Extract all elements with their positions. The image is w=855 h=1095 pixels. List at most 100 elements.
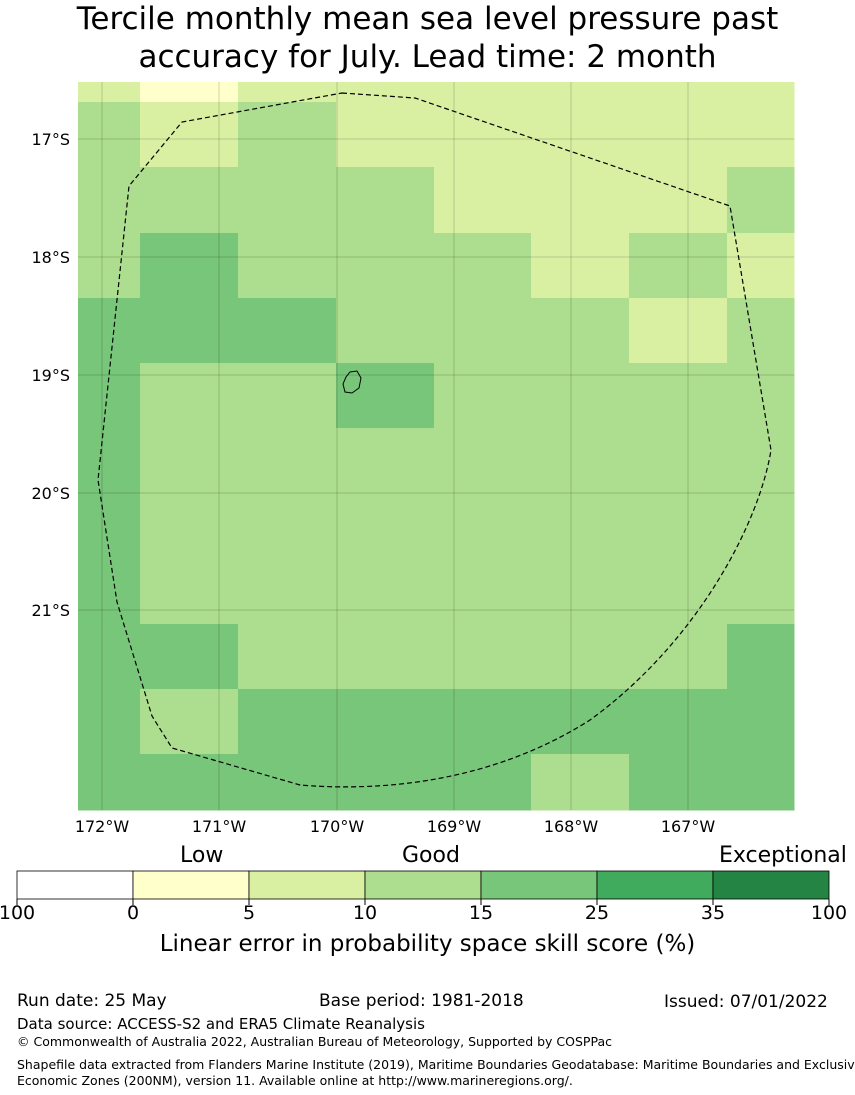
grid-cell <box>336 428 435 494</box>
colorbar-tick: 15 <box>468 902 494 924</box>
grid-cell <box>434 167 532 234</box>
colorbar-tick: 5 <box>242 902 256 924</box>
grid-cell <box>629 624 728 690</box>
grid-cell <box>238 82 337 103</box>
grid-cell <box>336 689 435 755</box>
grid-cell <box>78 493 141 559</box>
grid-cell <box>78 624 141 690</box>
grid-cell <box>531 493 630 559</box>
grid-cell <box>629 82 728 103</box>
grid-cell <box>238 624 337 690</box>
longitude-label: 169°W <box>427 817 482 836</box>
grid-cell <box>629 363 728 429</box>
grid-cell <box>238 233 337 299</box>
longitude-label: 170°W <box>310 817 365 836</box>
grid-cell <box>531 167 630 234</box>
grid-cell <box>336 558 435 625</box>
grid-cell <box>629 298 728 364</box>
grid-cell <box>629 558 728 625</box>
longitude-label: 168°W <box>544 817 599 836</box>
copyright: © Commonwealth of Australia 2022, Austra… <box>17 1034 612 1049</box>
grid-cell <box>238 298 337 364</box>
grid-cell <box>140 82 239 103</box>
grid-cell <box>629 754 728 811</box>
grid-cell <box>78 754 141 811</box>
title-line-2: accuracy for July. Lead time: 2 month <box>138 39 717 75</box>
grid-cell <box>727 689 795 755</box>
grid-cell <box>336 493 435 559</box>
grid-cell <box>434 624 532 690</box>
grid-cell <box>336 298 435 364</box>
colorbar-label-exceptional: Exceptional <box>719 843 847 868</box>
colorbar <box>16 870 830 905</box>
colorbar-tick: 100 <box>0 902 36 924</box>
grid-cell <box>336 102 435 168</box>
map-title: Tercile monthly mean sea level pressure … <box>0 0 855 76</box>
grid-cell <box>727 102 795 168</box>
grid-cell <box>531 754 630 811</box>
grid-cell <box>140 167 239 234</box>
run-date: Run date: 25 May <box>17 991 167 1011</box>
grid-cell <box>78 82 141 103</box>
colorbar-segment <box>132 870 250 900</box>
grid-cell <box>336 233 435 299</box>
grid-cell <box>531 102 630 168</box>
grid-cell <box>629 167 728 234</box>
colorbar-segment <box>248 870 366 900</box>
colorbar-segment <box>712 870 830 900</box>
skill-grid <box>78 82 795 811</box>
latitude-label: 17°S <box>31 130 70 149</box>
grid-cell <box>78 233 141 299</box>
grid-cell <box>140 298 239 364</box>
grid-cell <box>336 167 435 234</box>
grid-cell <box>727 298 795 364</box>
grid-cell <box>238 558 337 625</box>
grid-cell <box>727 624 795 690</box>
grid-cell <box>78 558 141 625</box>
grid-cell <box>140 624 239 690</box>
longitude-label: 167°W <box>661 817 716 836</box>
colorbar-label-low: Low <box>180 843 224 868</box>
longitude-label: 171°W <box>192 817 247 836</box>
grid-cell <box>727 233 795 299</box>
grid-cell <box>336 754 435 811</box>
title-line-1: Tercile monthly mean sea level pressure … <box>76 1 779 37</box>
shapefile-credit-line-1: Shapefile data extracted from Flanders M… <box>17 1057 855 1072</box>
grid-cell <box>434 363 532 429</box>
grid-cell <box>78 102 141 168</box>
grid-cell <box>434 298 532 364</box>
island-outline <box>342 370 362 394</box>
colorbar-segment <box>16 870 134 900</box>
grid-cell <box>727 428 795 494</box>
grid-cell <box>238 493 337 559</box>
grid-cell <box>238 363 337 429</box>
colorbar-segment <box>364 870 482 900</box>
grid-cell <box>140 689 239 755</box>
grid-cell <box>336 82 435 103</box>
grid-cell <box>727 82 795 103</box>
issued-date: Issued: 07/01/2022 <box>664 992 828 1012</box>
grid-cell <box>727 558 795 625</box>
colorbar-tick: 10 <box>352 902 378 924</box>
grid-cell <box>629 689 728 755</box>
latitude-labels: 17°S 18°S 19°S 20°S 21°S <box>31 130 70 620</box>
grid-cell <box>531 233 630 299</box>
grid-cell <box>336 624 435 690</box>
grid-cell <box>238 689 337 755</box>
eez-boundary-line <box>97 92 772 788</box>
grid-cell <box>629 428 728 494</box>
grid-cell <box>336 363 435 429</box>
colorbar-tick: 0 <box>126 902 140 924</box>
latitude-label: 20°S <box>31 484 70 503</box>
grid-cell <box>727 167 795 234</box>
grid-cell <box>78 167 141 234</box>
grid-cell <box>434 754 532 811</box>
colorbar-segment <box>480 870 598 900</box>
grid-cell <box>629 102 728 168</box>
grid-cell <box>629 493 728 559</box>
latitude-label: 21°S <box>31 601 70 620</box>
colorbar-tick: 25 <box>584 902 610 924</box>
base-period: Base period: 1981-2018 <box>319 991 524 1011</box>
colorbar-tick: 100 <box>810 902 848 924</box>
colorbar-segment <box>596 870 714 900</box>
